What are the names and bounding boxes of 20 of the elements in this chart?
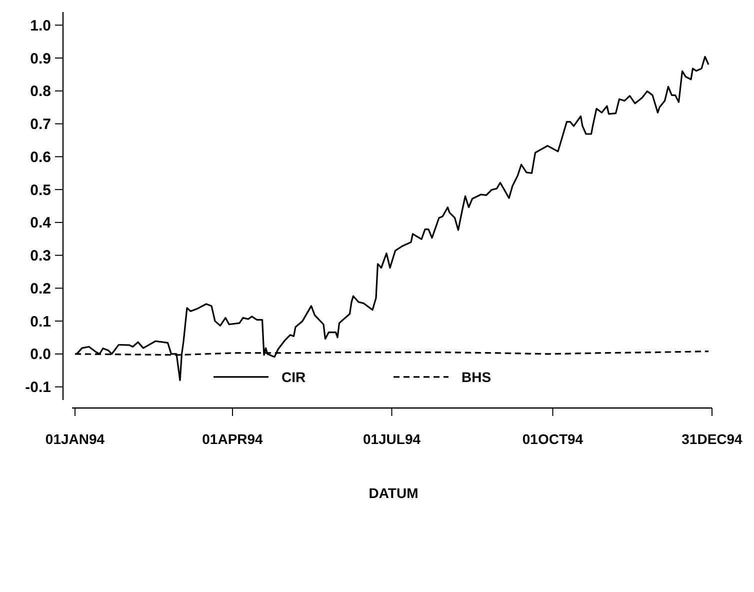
x-tick-label: 31DEC94: [682, 431, 743, 447]
legend-label: CIR: [282, 368, 306, 385]
y-tick-label: 0.9: [30, 50, 51, 68]
y-tick-label: 0.6: [30, 148, 51, 166]
y-tick-label: 0.3: [30, 248, 51, 265]
y-tick-label: 0.2: [30, 280, 51, 298]
x-tick-label: 01JUL94: [362, 431, 421, 447]
y-tick-label: 0.4: [30, 214, 52, 232]
y-tick-label: 0.5: [30, 182, 51, 199]
y-tick-label: -0.1: [25, 379, 51, 396]
legend-label: BHS: [462, 368, 492, 385]
x-tick-label: 01APR94: [202, 431, 264, 447]
x-axis-title: DATUM: [368, 485, 418, 501]
y-tick-label: 0.8: [30, 83, 51, 100]
x-tick-label: 01JAN94: [45, 431, 105, 447]
x-tick-label: 01OCT94: [522, 431, 584, 447]
y-tick-label: 1.0: [30, 17, 51, 34]
y-tick-label: 0.7: [30, 116, 51, 134]
y-tick-label: 0.0: [30, 346, 51, 364]
y-tick-label: 0.1: [30, 313, 51, 330]
